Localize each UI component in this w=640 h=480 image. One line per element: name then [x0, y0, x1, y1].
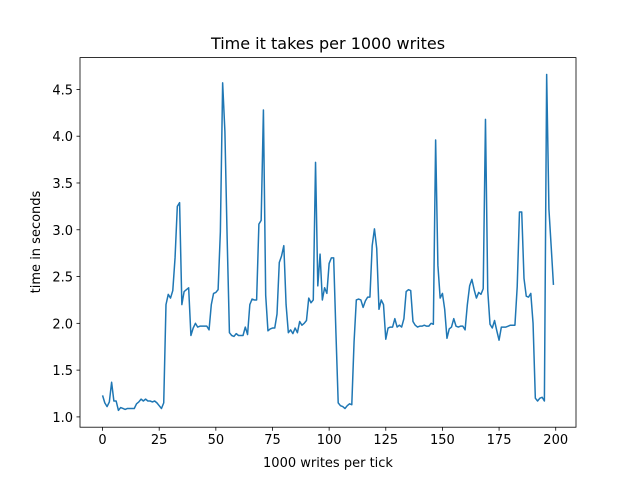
x-tick-label: 25 [151, 433, 168, 448]
y-axis-label: time in seconds [29, 190, 44, 293]
x-tick-label: 125 [373, 433, 398, 448]
y-tick-label: 3.5 [52, 177, 73, 192]
plot-frame [79, 57, 577, 428]
y-tick-label: 2.0 [52, 317, 73, 332]
x-tick-label: 75 [264, 433, 281, 448]
y-tick-label: 4.5 [52, 83, 73, 98]
chart-title: Time it takes per 1000 writes [210, 34, 445, 53]
y-tick-label: 1.5 [52, 364, 73, 379]
x-tick-label: 50 [208, 433, 225, 448]
x-axis-label: 1000 writes per tick [263, 456, 393, 471]
y-tick-label: 3.0 [52, 224, 73, 239]
x-tick-label: 175 [487, 433, 512, 448]
y-tick-label: 1.0 [52, 411, 73, 426]
y-tick-label: 4.0 [52, 130, 73, 145]
x-tick-label: 100 [317, 433, 342, 448]
x-tick-label: 150 [430, 433, 455, 448]
x-tick-label: 200 [543, 433, 568, 448]
y-tick-label: 2.5 [52, 271, 73, 286]
data-line [101, 73, 555, 412]
x-tick-label: 0 [98, 433, 106, 448]
